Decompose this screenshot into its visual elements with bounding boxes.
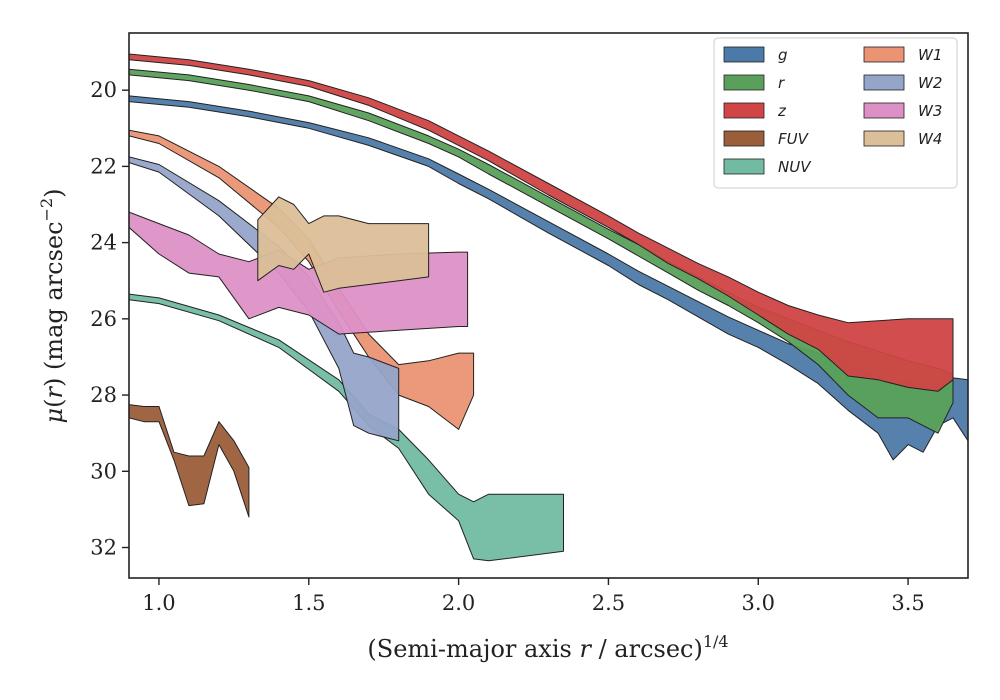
legend-label-r: r (778, 74, 785, 92)
y-tick-label: 20 (90, 78, 117, 102)
legend-label-z: z (777, 102, 787, 120)
legend-swatch-g (723, 46, 765, 63)
y-axis-label: μ(r) (mag arcsec−2) (37, 188, 68, 423)
legend-swatch-w2 (863, 74, 905, 91)
legend: grz FUV NUV W1 W2 W3 W4 (713, 37, 958, 189)
series-band-w3 (129, 211, 469, 335)
y-tick-label: 24 (90, 231, 117, 255)
x-tick-label: 1.0 (142, 591, 175, 615)
y-axis: 20 22 24 26 28 30 32 (90, 78, 129, 560)
series-layer (129, 53, 968, 562)
series-band-g (129, 95, 968, 461)
legend-label-w1: W1 (918, 46, 942, 64)
y-tick-label: 30 (90, 459, 117, 483)
legend-swatch-r (723, 74, 765, 91)
legend-swatch-nuv (723, 158, 765, 175)
x-tick-label: 3.0 (742, 591, 775, 615)
legend-swatch-w3 (863, 102, 905, 119)
legend-label-w4: W4 (918, 130, 942, 148)
legend-label-w2: W2 (918, 74, 942, 92)
legend-swatch-w1 (863, 46, 905, 63)
x-tick-label: 1.5 (292, 591, 325, 615)
x-tick-label: 3.5 (891, 591, 924, 615)
series-band-z (129, 53, 954, 392)
legend-label-nuv: NUV (778, 158, 812, 176)
y-tick-label: 22 (90, 154, 117, 178)
series-band-fuv (129, 404, 250, 518)
y-tick-label: 26 (90, 307, 117, 331)
x-axis-label: (Semi-major axis r / arcsec)1/4 (367, 632, 728, 663)
series-band-r (129, 68, 954, 434)
x-tick-label: 2.0 (442, 591, 475, 615)
series-band-w4 (257, 196, 430, 293)
legend-label-fuv: FUV (778, 130, 810, 148)
legend-swatch-z (723, 102, 765, 119)
legend-label-g: g (778, 46, 788, 64)
legend-swatch-fuv (723, 130, 765, 147)
plot-frame (128, 32, 969, 579)
y-tick-label: 28 (90, 383, 117, 407)
x-axis: 1.0 1.5 2.0 2.5 3.0 3.5 (142, 578, 925, 615)
legend-swatch-w4 (863, 130, 905, 147)
x-tick-label: 2.5 (592, 591, 625, 615)
legend-label-w3: W3 (918, 102, 942, 120)
series-band-nuv (129, 293, 564, 562)
y-tick-label: 32 (90, 536, 117, 560)
